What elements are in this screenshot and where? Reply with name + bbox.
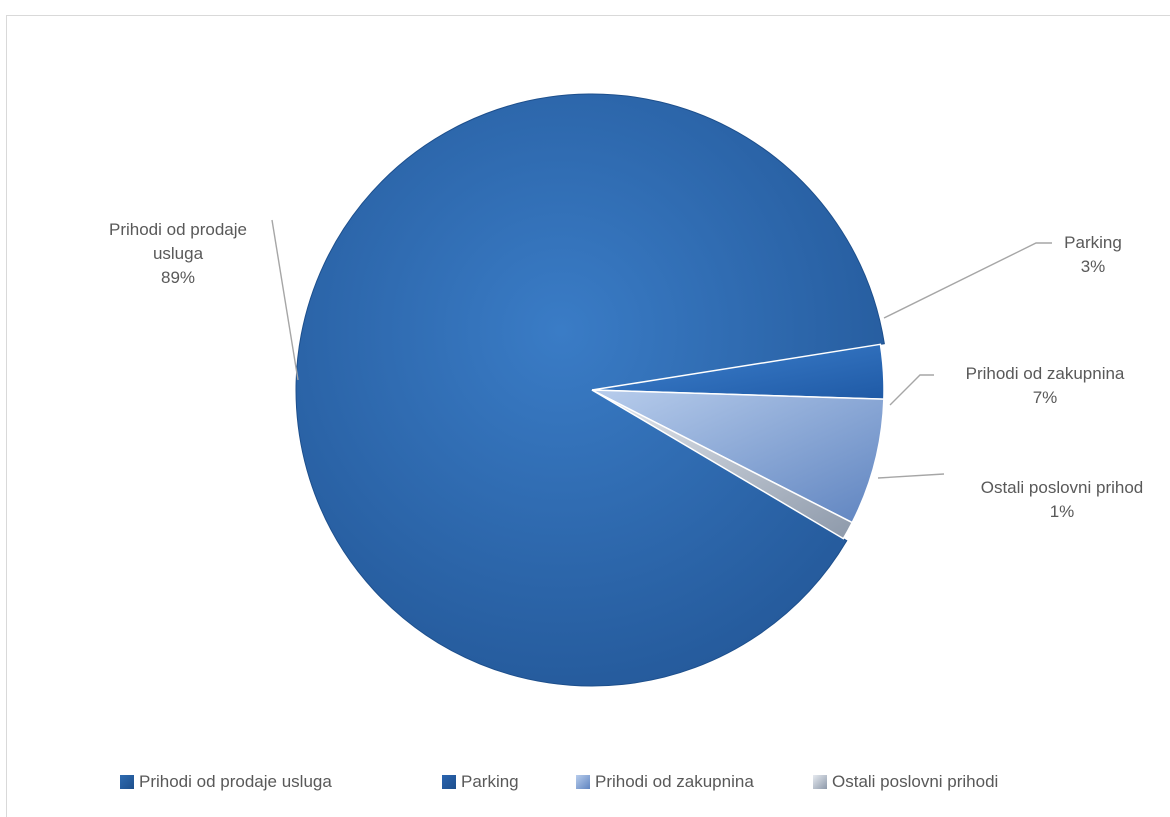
data-label-line: Ostali poslovni prihod [981, 478, 1144, 497]
legend-item: Parking [442, 772, 519, 792]
legend-item: Prihodi od zakupnina [576, 772, 754, 792]
data-labels: Prihodi od prodaje usluga 89% Parking 3% Prih… [109, 220, 1143, 521]
pie-slice-ostali-poslovni-prihodi [591, 389, 854, 540]
data-label-line: 7% [1033, 388, 1058, 407]
legend-label: Ostali poslovni prihodi [832, 772, 999, 791]
data-label-line: 1% [1050, 502, 1075, 521]
legend-label: Prihodi od zakupnina [595, 772, 754, 791]
data-label-2: Prihodi od zakupnina 7% [966, 364, 1125, 407]
legend-swatch [442, 775, 456, 789]
data-label-1: Parking 3% [1064, 233, 1122, 276]
pie-slice-prihodi-od-prodaje-usluga [295, 93, 885, 687]
data-label-line: 3% [1081, 257, 1106, 276]
legend-item: Prihodi od prodaje usluga [120, 772, 332, 792]
legend-item: Ostali poslovni prihodi [813, 772, 998, 792]
leader-lines [271, 219, 1052, 479]
data-label-3: Ostali poslovni prihod 1% [981, 478, 1144, 521]
leader-line-0 [271, 219, 299, 381]
legend-label: Parking [461, 772, 519, 791]
data-label-line: usluga [153, 244, 204, 263]
leader-line-3 [877, 473, 945, 479]
leader-line-1 [883, 242, 1052, 319]
legend-swatch [120, 775, 134, 789]
legend-swatch [576, 775, 590, 789]
pie-slices [295, 93, 885, 687]
data-label-line: Parking [1064, 233, 1122, 252]
legend: Prihodi od prodaje usluga Parking Prihodi … [0, 772, 1170, 802]
leader-line-2 [889, 374, 934, 406]
pie-slice-prihodi-od-zakupnina [591, 389, 885, 524]
data-label-line: Prihodi od zakupnina [966, 364, 1125, 383]
data-label-0: Prihodi od prodaje usluga 89% [109, 220, 247, 287]
legend-swatch [813, 775, 827, 789]
data-label-line: Prihodi od prodaje [109, 220, 247, 239]
data-label-line: 89% [161, 268, 195, 287]
legend-label: Prihodi od prodaje usluga [139, 772, 332, 791]
